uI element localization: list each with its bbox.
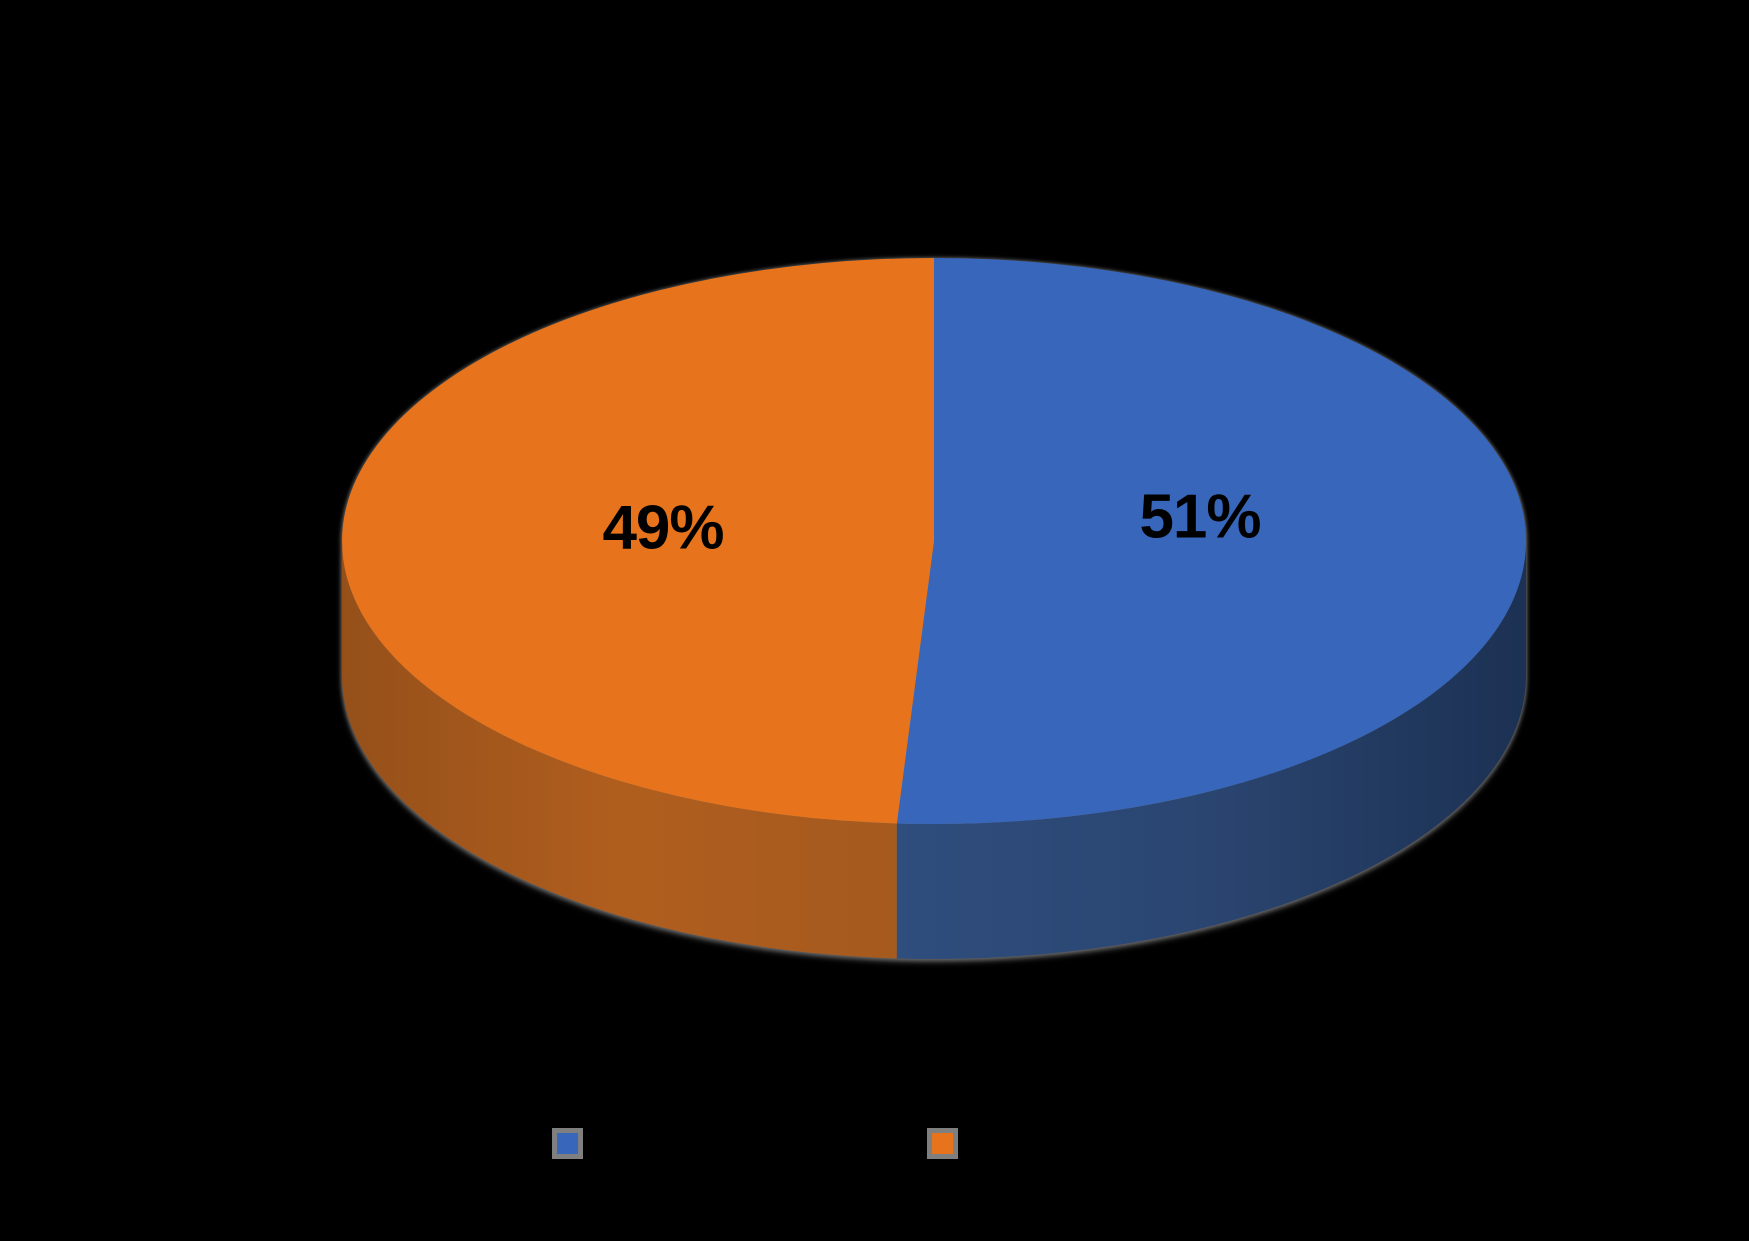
slice-label-orange: 49%	[602, 494, 723, 563]
legend-key-orange	[927, 1128, 958, 1159]
legend-swatch-orange-icon	[932, 1133, 953, 1154]
pie-side-wall-blue	[896, 541, 1526, 959]
legend-swatch-blue-icon	[557, 1133, 578, 1154]
pie-group: 51% 49%	[342, 258, 1527, 959]
pie-side-wall-orange	[342, 541, 897, 959]
pie-slice-orange	[342, 258, 935, 824]
legend-key-blue	[552, 1128, 583, 1159]
slice-label-blue: 51%	[1139, 483, 1260, 552]
pie-slice-blue	[896, 258, 1527, 824]
